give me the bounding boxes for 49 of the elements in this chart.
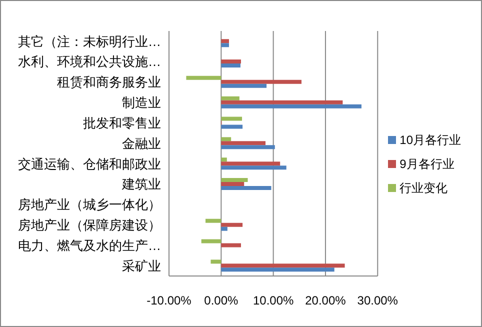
y-tick-label: 其它（注：未标明行业… (18, 34, 161, 49)
x-tick-label: 20.00% (305, 294, 346, 308)
bar (221, 100, 343, 104)
bar (206, 218, 222, 223)
bar (221, 264, 345, 268)
y-tick-label: 批发和零售业 (83, 115, 161, 130)
bar (221, 186, 272, 190)
legend-label: 行业变化 (400, 180, 448, 194)
y-tick-label: 金融业 (122, 136, 161, 151)
y-tick-label: 采矿业 (122, 258, 161, 274)
bar (221, 226, 228, 231)
x-tick-label: 30.00% (357, 294, 398, 308)
bar (221, 166, 286, 170)
bar (221, 39, 229, 44)
legend-label: 9月各行业 (400, 156, 454, 170)
x-tick-label: -10.00% (146, 294, 192, 308)
bar (221, 137, 232, 142)
bar (221, 64, 240, 68)
bar (221, 243, 241, 248)
bar (186, 76, 222, 80)
bar (201, 239, 222, 244)
y-tick-label: 房地产业（城乡一体化） (18, 197, 161, 212)
y-tick-label: 电力、燃气及水的生产… (18, 238, 161, 253)
y-tick-label: 房地产业（保障房建设） (18, 218, 161, 233)
legend-label: 10月各行业 (400, 132, 461, 146)
bar (221, 124, 243, 129)
bar (221, 80, 302, 84)
bar (221, 84, 267, 88)
bar (221, 96, 240, 100)
y-tick-label: 水利、环境和公共设施… (18, 54, 161, 70)
bar (221, 60, 241, 64)
bar (221, 268, 334, 272)
y-tick-label: 交通运输、仓储和邮政业 (18, 156, 161, 172)
bar (221, 104, 362, 108)
x-tick-label: 0.00% (204, 294, 238, 308)
bar (221, 182, 244, 186)
y-tick-label: 租赁和商务服务业 (57, 74, 161, 90)
bar (221, 162, 280, 166)
y-tick-label: 建筑业 (121, 176, 161, 192)
bar (221, 222, 243, 227)
bar (221, 141, 266, 146)
bar (221, 145, 275, 150)
bar (221, 116, 242, 121)
bar (210, 260, 222, 264)
bar (221, 158, 227, 162)
bar (221, 178, 248, 182)
bar (221, 43, 229, 48)
y-tick-label: 制造业 (122, 95, 161, 110)
x-tick-label: 10.00% (252, 294, 294, 308)
